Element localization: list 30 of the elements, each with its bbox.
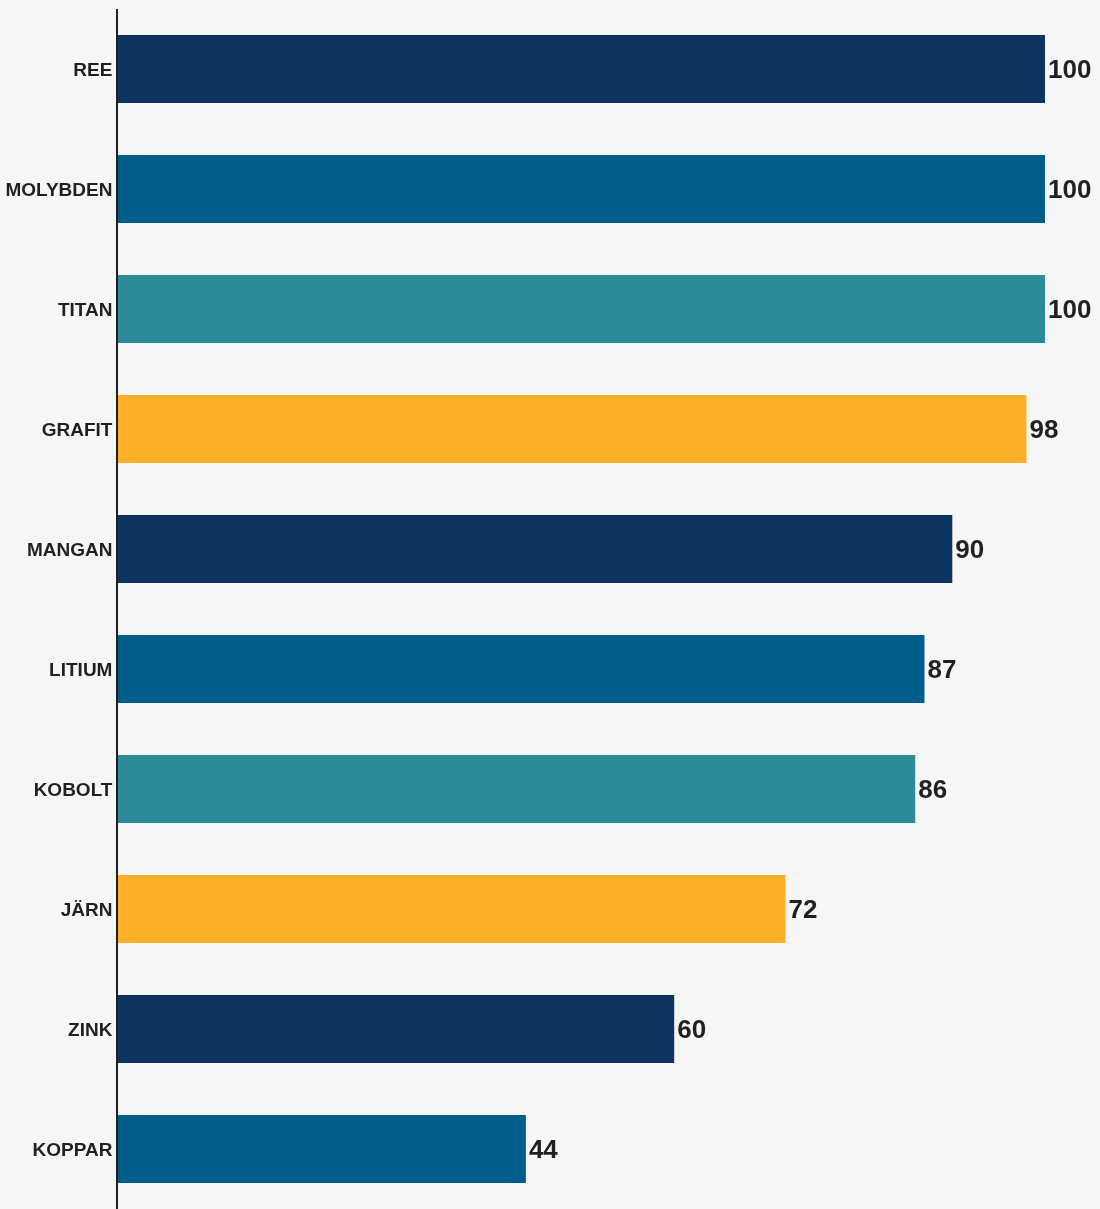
bar	[118, 514, 953, 584]
bar	[118, 154, 1045, 224]
y-tick-label: MANGAN	[26, 538, 113, 560]
data-label: 60	[677, 1014, 707, 1044]
data-label: 100	[1048, 294, 1092, 324]
y-tick-label: JÄRN	[60, 898, 113, 920]
data-label: 44	[528, 1134, 559, 1164]
y-tick-label: GRAFIT	[41, 418, 113, 440]
data-label: 100	[1048, 174, 1092, 204]
bar	[118, 754, 916, 824]
data-label: 90	[955, 534, 985, 564]
y-tick-label: KOBOLT	[33, 778, 113, 800]
y-tick-label: LITIUM	[49, 658, 113, 680]
bar	[118, 394, 1027, 464]
y-tick-label: MOLYBDEN	[5, 178, 113, 200]
y-tick-label: KOPPAR	[32, 1138, 113, 1160]
bar	[118, 874, 786, 944]
bar	[118, 1114, 526, 1184]
data-label: 72	[788, 894, 818, 924]
bar	[118, 634, 925, 704]
y-tick-label: ZINK	[68, 1018, 113, 1040]
bar	[118, 994, 675, 1064]
data-label: 86	[918, 774, 948, 804]
data-label: 100	[1048, 54, 1092, 84]
data-label: 98	[1029, 414, 1059, 444]
y-tick-label: REE	[73, 58, 113, 80]
y-tick-label: TITAN	[57, 298, 113, 320]
bar	[118, 274, 1045, 344]
data-label: 87	[927, 654, 957, 684]
bar	[118, 34, 1045, 104]
